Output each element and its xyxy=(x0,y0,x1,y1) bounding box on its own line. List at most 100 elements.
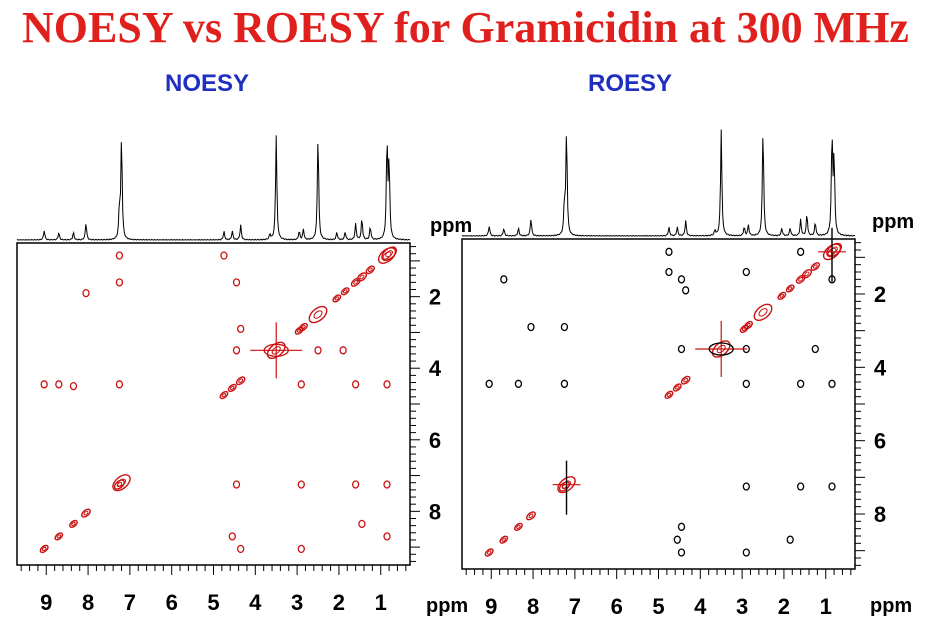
cross-peak xyxy=(796,247,805,256)
cross-peak xyxy=(237,544,245,554)
diagonal-peak-core xyxy=(812,264,818,269)
x-unit-label: ppm xyxy=(426,595,468,617)
diagonal-peak-core xyxy=(562,480,571,489)
diagonal-peak-core xyxy=(716,344,726,354)
diagonal-peak xyxy=(826,242,842,258)
cross-peak xyxy=(383,480,391,489)
cross-peak xyxy=(69,381,78,391)
diagonal-peak xyxy=(332,294,342,303)
cross-peak xyxy=(673,535,681,544)
diagonal-peak-core xyxy=(746,323,751,328)
diagonal-peak xyxy=(298,322,308,332)
cross-peak xyxy=(220,251,228,260)
diagonal-peak-core xyxy=(787,286,793,291)
diagonal-peak xyxy=(514,522,523,531)
spectrum-unit-label: ppm xyxy=(430,215,472,237)
x-tick-label: 2 xyxy=(333,590,345,615)
cross-peak xyxy=(383,532,391,541)
x-tick-label: 3 xyxy=(736,594,748,619)
x-tick-label: 3 xyxy=(291,590,303,615)
cross-peak xyxy=(232,346,241,355)
diagonal-peak xyxy=(235,376,246,386)
diagonal-peak-core xyxy=(271,346,281,355)
diagonal-peak-core xyxy=(804,271,810,277)
cross-peak xyxy=(351,480,360,489)
x-tick-label: 9 xyxy=(485,594,497,619)
y-tick-label: 4 xyxy=(429,356,442,381)
cross-peak xyxy=(560,322,569,332)
diagonal-peak-core xyxy=(221,392,227,398)
diagonal-peak xyxy=(664,390,674,399)
diagonal-peak-core xyxy=(385,250,393,258)
cross-peak xyxy=(232,480,241,489)
x-tick-label: 5 xyxy=(652,594,664,619)
cross-peak xyxy=(115,278,124,287)
cross-peak xyxy=(786,535,794,544)
diagonal-peak xyxy=(672,383,682,392)
diagonal-peak-core xyxy=(666,392,672,397)
diagonal-peak-core xyxy=(779,293,785,298)
x-tick-label: 7 xyxy=(124,590,136,615)
noesy-subtitle: NOESY xyxy=(165,70,250,97)
diagonal-peak xyxy=(499,535,509,544)
diagonal-peak-core xyxy=(56,534,62,539)
diagonal-peak xyxy=(680,375,691,385)
projection-spectrum xyxy=(16,135,411,241)
diagonal-peak-core xyxy=(675,385,680,390)
cross-peak xyxy=(55,380,63,389)
cross-peak xyxy=(796,379,805,388)
cross-peak xyxy=(314,346,322,355)
diagonal-peak xyxy=(753,303,773,322)
diagonal-peak-core xyxy=(367,267,373,273)
diagonal-peak-core xyxy=(741,326,747,331)
y-tick-label: 8 xyxy=(429,499,441,524)
cross-peak xyxy=(677,275,686,284)
cross-peak xyxy=(351,380,360,389)
diagonal-peak xyxy=(777,291,787,300)
cross-peak xyxy=(677,344,686,354)
cross-peak xyxy=(383,380,391,389)
diagonal-peak-core xyxy=(528,513,534,519)
diagonal-peak-core xyxy=(301,324,306,330)
diagonal-peak-core xyxy=(798,277,804,282)
diagonal-peak xyxy=(810,262,820,271)
cross-peak xyxy=(828,379,836,388)
x-tick-label: 8 xyxy=(82,590,94,615)
cross-peak xyxy=(82,288,90,298)
diagonal-peak xyxy=(381,246,397,262)
diagonal-peak-core xyxy=(117,478,126,487)
page-title: NOESY vs ROESY for Gramicidin at 300 MHz xyxy=(22,3,909,52)
cross-peak xyxy=(677,548,686,557)
projection-spectrum xyxy=(461,129,856,237)
cross-peak xyxy=(339,346,347,355)
diagonal-peak xyxy=(266,341,286,360)
diagonal-peak-core xyxy=(238,378,244,383)
x-tick-label: 7 xyxy=(569,594,581,619)
diagonal-peak xyxy=(294,326,304,335)
diagonal-peak xyxy=(557,476,576,494)
diagonal-peak xyxy=(54,532,64,541)
x-tick-label: 6 xyxy=(166,590,178,615)
diagonal-peak-core xyxy=(313,310,323,319)
cross-peak xyxy=(115,251,124,260)
diagonal-peak xyxy=(219,390,229,400)
diagonal-peak-core xyxy=(342,289,348,294)
cross-peak xyxy=(677,522,686,531)
diagonal-peak xyxy=(112,474,131,492)
y-tick-label: 6 xyxy=(429,428,441,453)
y-tick-label: 2 xyxy=(874,282,886,307)
diagonal-peak xyxy=(39,544,49,554)
y-tick-label: 8 xyxy=(874,502,886,527)
diagonal-peak xyxy=(227,383,237,393)
cross-peak xyxy=(500,275,508,284)
diagonal-peak xyxy=(743,320,753,330)
diagonal-peak xyxy=(708,342,734,356)
diagonal-peak xyxy=(350,277,361,287)
x-unit-label: ppm xyxy=(870,595,912,617)
x-tick-label: 2 xyxy=(778,594,790,619)
diagonal-peak-core xyxy=(516,524,521,529)
diagonal-peak-core xyxy=(83,510,89,516)
diagonal-peak xyxy=(340,287,350,296)
cross-peak xyxy=(232,278,241,287)
cross-peak xyxy=(297,480,305,489)
